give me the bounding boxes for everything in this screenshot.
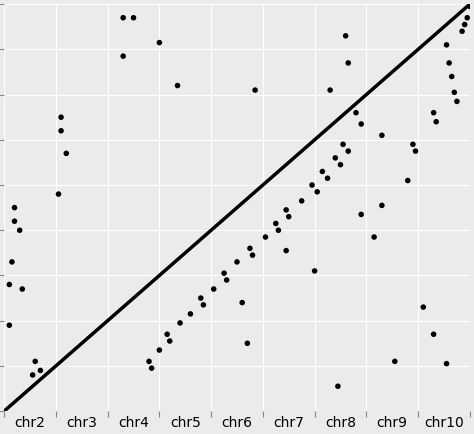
Point <box>63 150 70 157</box>
Point <box>443 360 450 367</box>
Point <box>55 191 62 197</box>
Point <box>466 3 474 10</box>
Point <box>453 98 461 105</box>
Point <box>119 53 127 59</box>
Point <box>197 295 205 302</box>
Point <box>378 132 386 139</box>
Point <box>313 188 321 195</box>
Point <box>378 202 386 209</box>
Point <box>57 114 65 121</box>
Point <box>331 155 339 161</box>
Point <box>283 207 290 214</box>
Point <box>6 322 13 329</box>
Point <box>430 109 438 116</box>
Point <box>319 168 326 175</box>
Point <box>326 87 334 94</box>
Point <box>464 14 471 21</box>
Point <box>357 121 365 128</box>
Point <box>458 28 466 35</box>
Point <box>352 109 360 116</box>
Point <box>311 267 319 274</box>
Point <box>324 175 331 182</box>
Point <box>357 211 365 218</box>
Point <box>342 33 349 39</box>
Point <box>187 310 194 317</box>
Point <box>130 14 137 21</box>
Point <box>57 127 65 134</box>
Point <box>446 59 453 66</box>
Point <box>16 227 24 234</box>
Point <box>249 252 256 259</box>
Point <box>308 181 316 188</box>
Point <box>283 247 290 254</box>
Point <box>285 213 292 220</box>
Point <box>238 299 246 306</box>
Point <box>298 197 305 204</box>
Point <box>18 286 26 293</box>
Point <box>272 220 280 227</box>
Point <box>430 331 438 338</box>
Point <box>391 358 399 365</box>
Point <box>6 281 13 288</box>
Point <box>145 358 153 365</box>
Point <box>345 148 352 155</box>
Point <box>448 73 456 80</box>
Point <box>36 367 44 374</box>
Point <box>176 319 184 326</box>
Point <box>337 161 344 168</box>
Point <box>345 59 352 66</box>
Point <box>200 301 207 308</box>
Point <box>262 233 269 240</box>
Point <box>370 233 378 240</box>
Point <box>233 258 241 265</box>
Point <box>8 258 16 265</box>
Point <box>29 372 36 378</box>
Point <box>246 245 254 252</box>
Point <box>210 286 218 293</box>
Point <box>419 304 427 311</box>
Point <box>412 148 419 155</box>
Point <box>404 177 411 184</box>
Point <box>450 89 458 96</box>
Point <box>31 358 39 365</box>
Point <box>251 87 259 94</box>
Point <box>164 331 171 338</box>
Point <box>155 39 163 46</box>
Point <box>11 218 18 225</box>
Point <box>173 82 181 89</box>
Point <box>220 270 228 276</box>
Point <box>339 141 347 148</box>
Point <box>443 41 450 48</box>
Point <box>223 276 230 283</box>
Point <box>461 21 468 28</box>
Point <box>166 338 173 345</box>
Point <box>244 340 251 347</box>
Point <box>409 141 417 148</box>
Point <box>274 227 282 234</box>
Point <box>334 383 342 390</box>
Point <box>432 118 440 125</box>
Point <box>119 14 127 21</box>
Point <box>155 347 163 354</box>
Point <box>148 365 155 372</box>
Point <box>11 204 18 211</box>
